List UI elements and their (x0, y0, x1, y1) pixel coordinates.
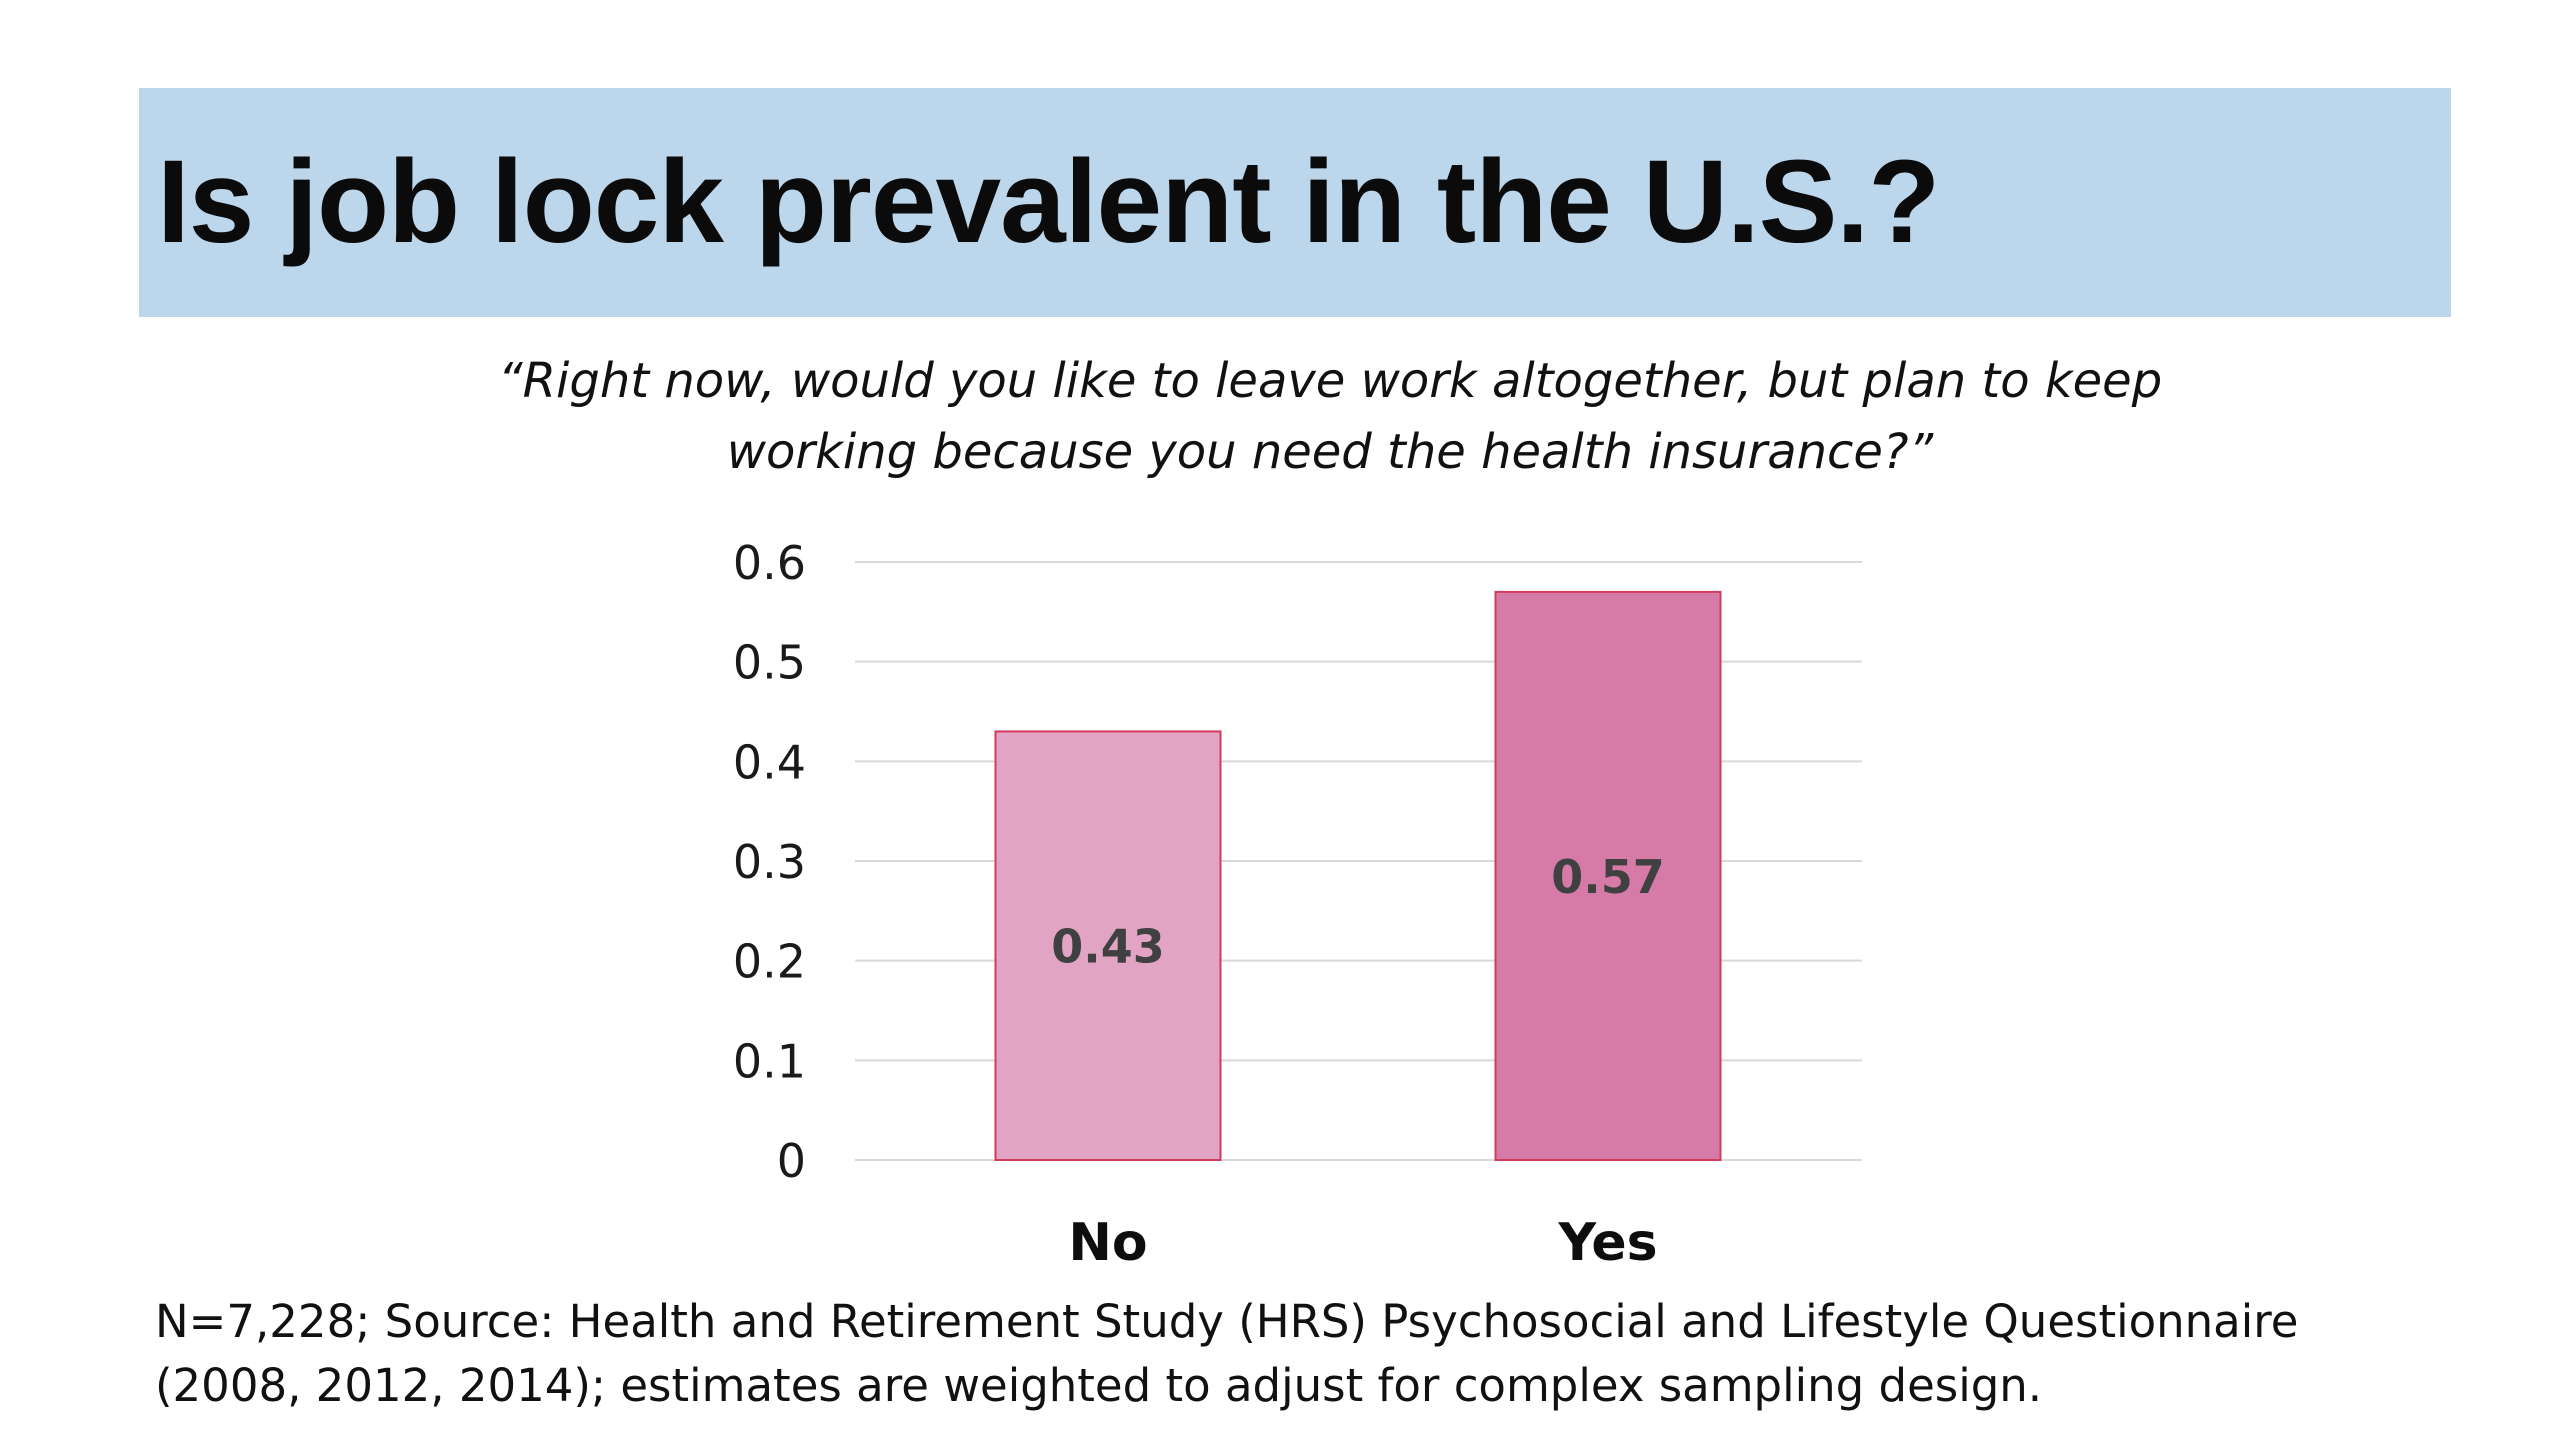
y-tick-label: 0.2 (733, 935, 806, 989)
y-tick-label: 0.3 (733, 835, 806, 889)
y-tick-label: 0 (777, 1134, 806, 1188)
y-tick-label: 0.1 (733, 1034, 806, 1088)
x-tick-label-no: No (1068, 1213, 1147, 1273)
bar-yes (1494, 590, 1722, 1161)
slide-title: Is job lock prevalent in the U.S.? (157, 136, 1940, 268)
footnote-line-1: N=7,228; Source: Health and Retirement S… (155, 1295, 2299, 1348)
y-tick-label: 0.4 (733, 735, 806, 789)
x-axis-ticks: No Yes (1068, 1213, 1657, 1273)
bars (994, 590, 1722, 1162)
source-footnote: N=7,228; Source: Health and Retirement S… (155, 1290, 2455, 1418)
bar-chart: 0 0.1 0.2 0.3 0.4 0.5 0.6 0.43 0.57 No Yes (733, 536, 1862, 1273)
bar-no (994, 730, 1222, 1162)
y-tick-label: 0.6 (733, 536, 806, 590)
data-label-no: 0.43 (1051, 920, 1165, 974)
y-axis-ticks: 0 0.1 0.2 0.3 0.4 0.5 0.6 (733, 536, 806, 1188)
title-banner: Is job lock prevalent in the U.S.? (139, 88, 2451, 317)
footnote-line-2: (2008, 2012, 2014); estimates are weight… (155, 1359, 2043, 1412)
survey-question-line-2: working because you need the health insu… (726, 424, 1934, 480)
data-label-yes: 0.57 (1551, 850, 1665, 904)
y-tick-label: 0.5 (733, 636, 806, 690)
survey-question: “Right now, would you like to leave work… (0, 346, 2560, 488)
data-labels: 0.43 0.57 (1051, 850, 1665, 974)
survey-question-line-1: “Right now, would you like to leave work… (497, 353, 2163, 409)
x-tick-label-yes: Yes (1557, 1213, 1657, 1273)
